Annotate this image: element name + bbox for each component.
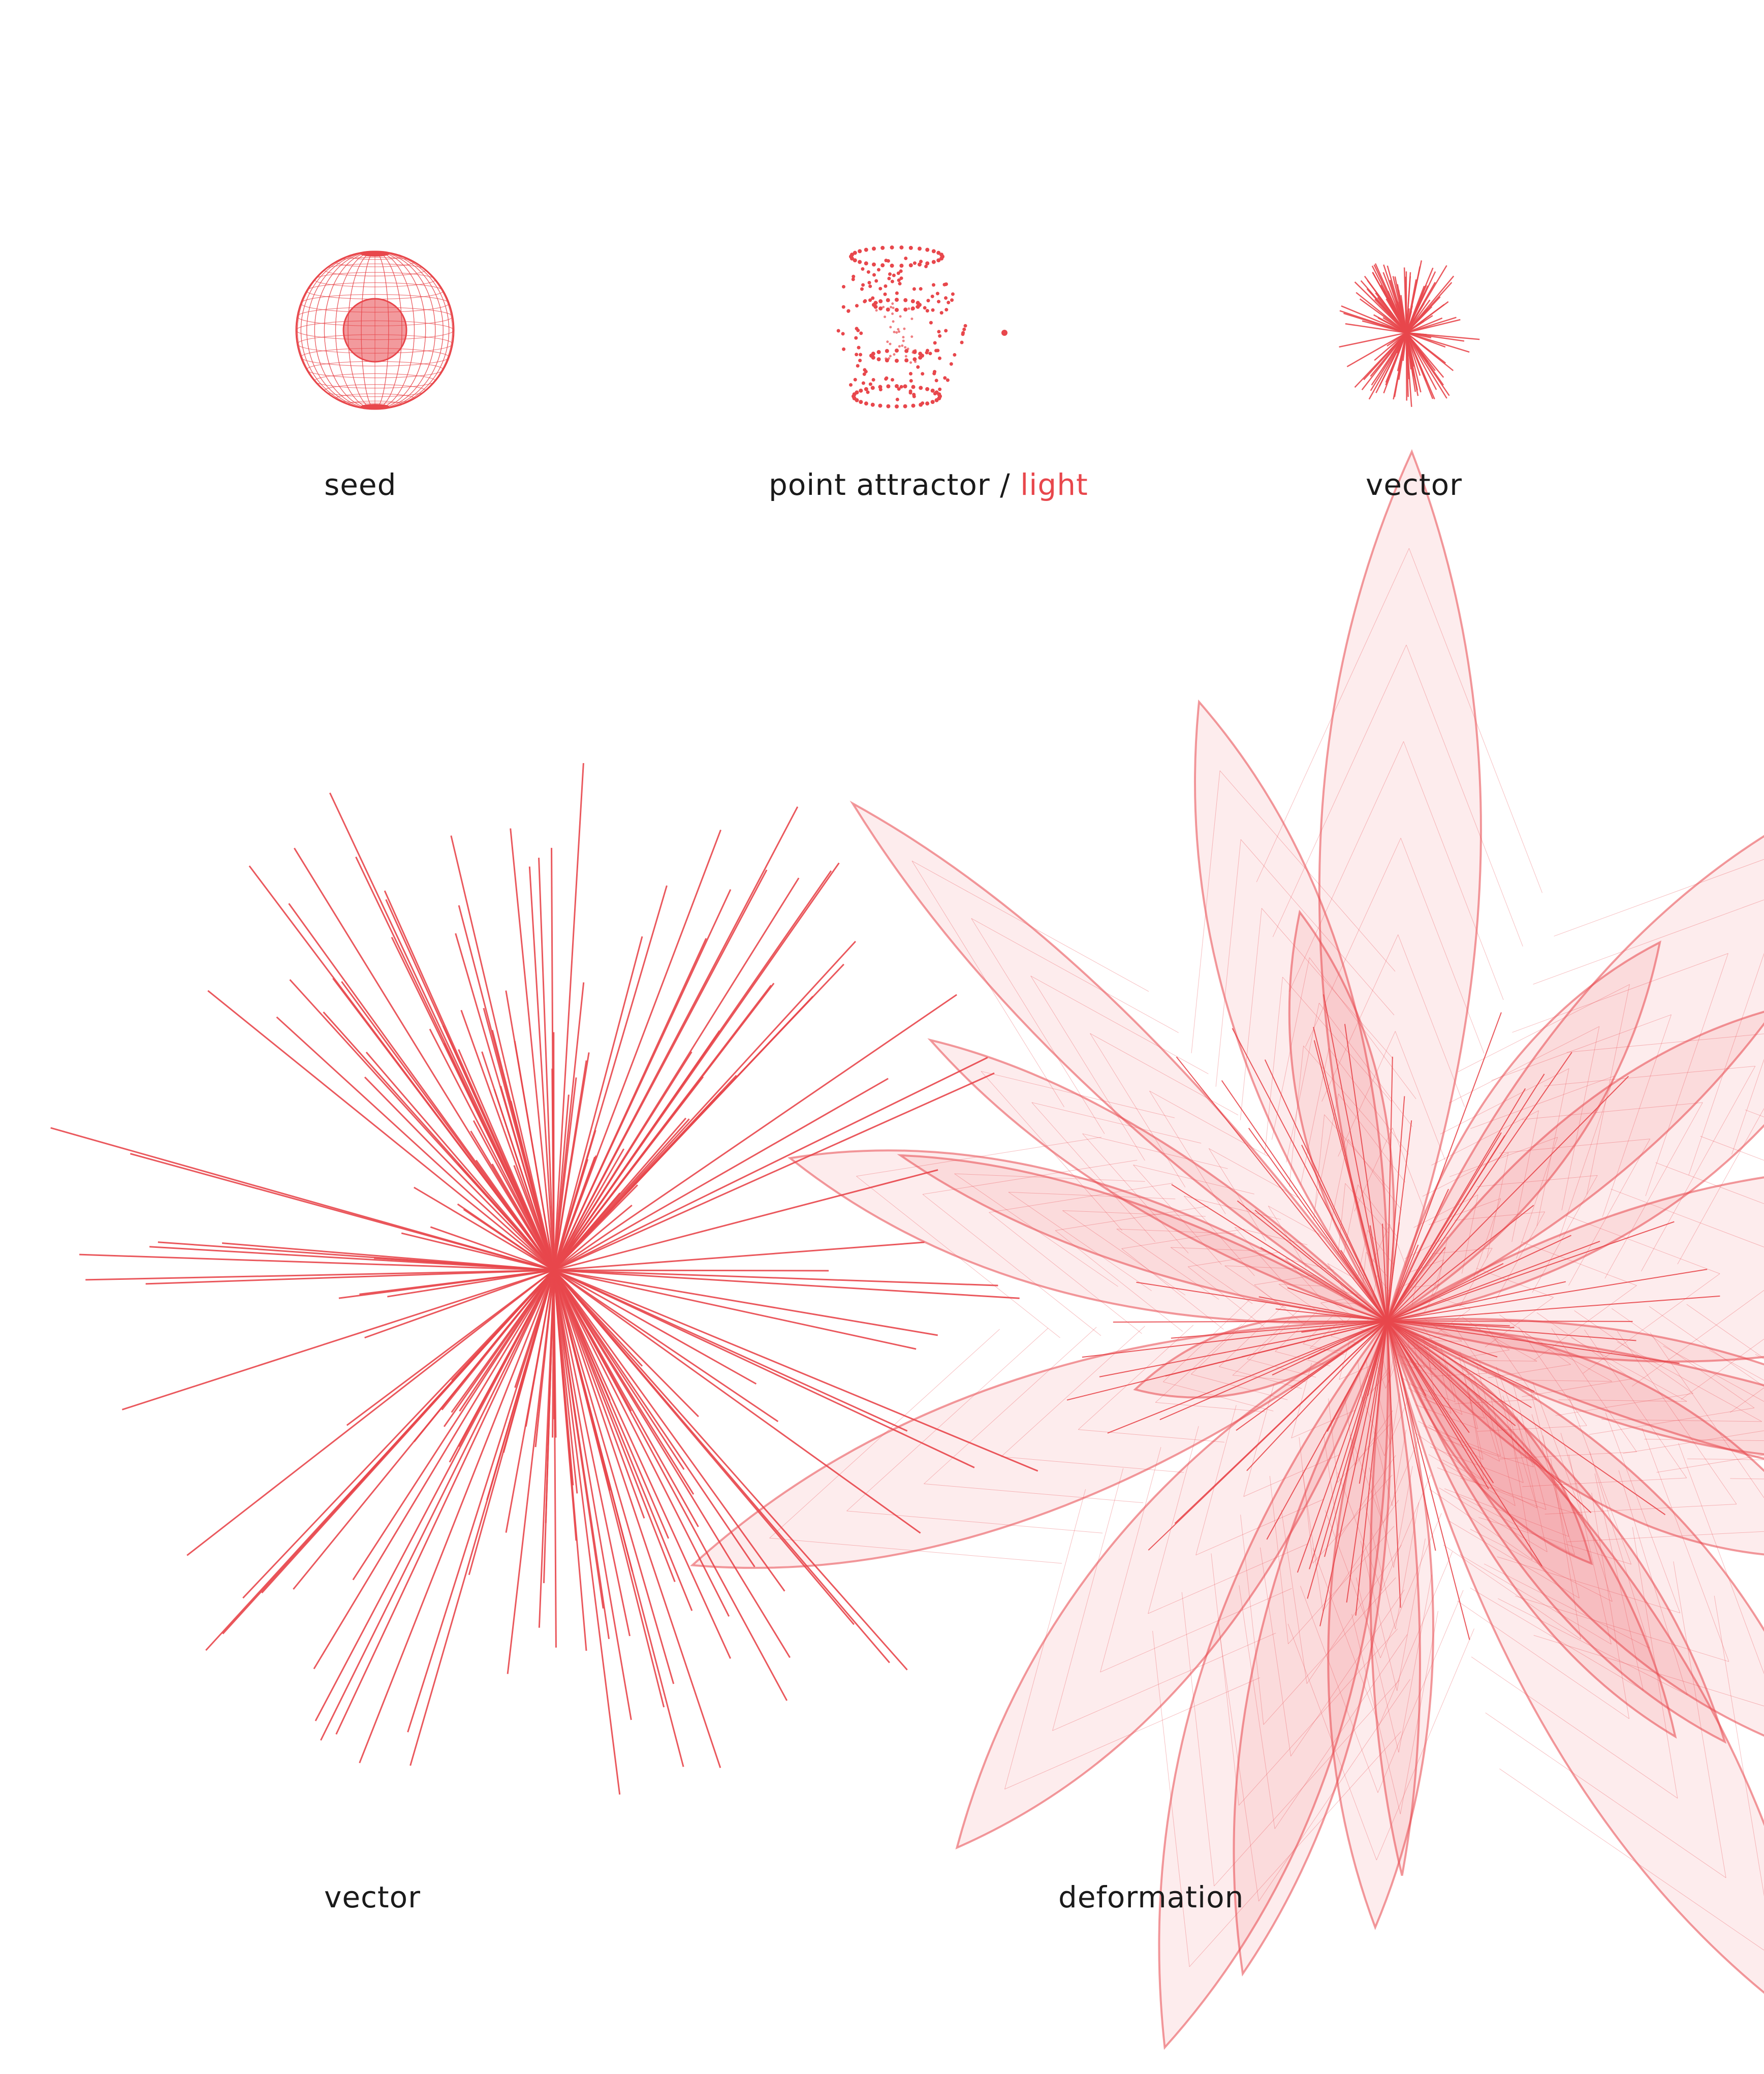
seed-sphere-icon: [295, 250, 455, 410]
vector-small-label: vector: [1366, 467, 1462, 502]
point-attractor-label: point attractor / light: [769, 467, 1088, 502]
vector-large-label: vector: [324, 1880, 421, 1914]
deformation-mesh-icon: [690, 449, 1764, 2050]
light-text: light: [1020, 467, 1088, 502]
point-attractor-text: point attractor /: [769, 467, 1011, 502]
vector-large-icon: [50, 763, 1038, 1795]
vector-small-icon: [1339, 260, 1480, 407]
seed-label: seed: [324, 467, 397, 502]
point-attractor-icon: [836, 245, 1007, 408]
deformation-label: deformation: [1058, 1880, 1244, 1914]
